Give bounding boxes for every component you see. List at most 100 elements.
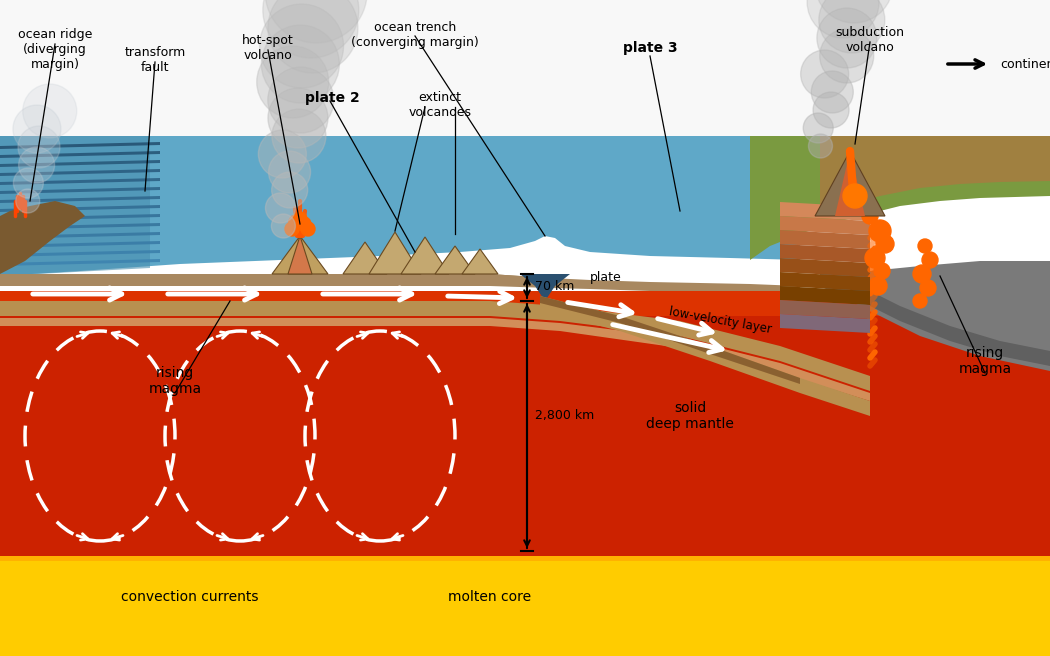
Text: low-velocity layer: low-velocity layer [668,306,773,337]
Circle shape [914,265,931,283]
Polygon shape [780,244,870,263]
Text: convection currents: convection currents [121,590,258,604]
Text: 70 km: 70 km [536,279,574,293]
Polygon shape [369,232,421,274]
Bar [0,541,1050,561]
Circle shape [18,126,60,168]
Polygon shape [288,236,312,274]
Circle shape [801,50,848,98]
Circle shape [920,280,936,296]
Circle shape [874,263,890,279]
Polygon shape [780,258,870,277]
Polygon shape [0,151,160,158]
Circle shape [843,184,867,208]
Circle shape [14,168,43,198]
Polygon shape [0,136,800,276]
Circle shape [19,147,55,183]
Circle shape [13,105,61,153]
Circle shape [289,215,303,229]
Circle shape [815,0,892,23]
Polygon shape [462,249,498,274]
Circle shape [297,217,311,231]
Polygon shape [0,136,150,276]
Circle shape [865,248,885,268]
Circle shape [812,71,854,113]
Text: solid
deep mantle: solid deep mantle [646,401,734,431]
Text: rising
magma: rising magma [148,366,202,396]
Polygon shape [820,136,1050,216]
Text: hot-spot
volcano: hot-spot volcano [243,34,294,62]
Circle shape [869,277,887,295]
Polygon shape [540,296,870,416]
Text: plate 3: plate 3 [623,41,677,55]
Polygon shape [435,246,475,274]
Circle shape [272,172,308,208]
Polygon shape [780,216,870,235]
Polygon shape [780,272,870,291]
Text: rising
magma: rising magma [959,346,1011,376]
Polygon shape [343,242,387,274]
Circle shape [269,151,311,193]
Polygon shape [520,274,570,301]
Polygon shape [0,318,870,401]
Text: plate 2: plate 2 [304,91,360,105]
Polygon shape [0,214,160,221]
Text: 2,800 km: 2,800 km [536,409,594,422]
Circle shape [23,84,77,138]
Bar [0,0,1050,136]
Circle shape [293,212,307,226]
Polygon shape [0,259,160,266]
Polygon shape [0,205,160,212]
Polygon shape [0,178,160,185]
Circle shape [869,220,891,242]
Polygon shape [0,160,160,167]
Circle shape [285,222,299,236]
Circle shape [16,189,40,213]
Polygon shape [0,250,160,257]
Circle shape [257,46,329,118]
Circle shape [820,29,874,83]
Circle shape [862,208,878,224]
Polygon shape [0,301,870,391]
Circle shape [258,130,307,178]
Polygon shape [750,136,1050,260]
Polygon shape [780,314,870,333]
Polygon shape [540,296,800,384]
Circle shape [922,252,938,268]
Polygon shape [0,274,550,286]
Bar [0,551,1050,656]
Polygon shape [0,232,160,239]
Polygon shape [0,196,160,203]
Polygon shape [0,274,800,291]
Polygon shape [815,151,885,216]
Polygon shape [780,202,870,221]
Circle shape [819,0,885,53]
Polygon shape [272,236,328,274]
Text: ocean trench
(converging margin): ocean trench (converging margin) [351,21,479,49]
Circle shape [301,222,315,236]
Polygon shape [0,169,160,176]
Circle shape [271,214,295,238]
Text: plate: plate [590,272,622,285]
Text: subduction
volcano: subduction volcano [836,26,904,54]
Text: continent: continent [1000,58,1050,70]
Polygon shape [820,261,1050,371]
Polygon shape [835,151,865,216]
Polygon shape [850,281,1050,366]
Circle shape [261,25,339,103]
Circle shape [266,193,295,223]
Bar [0,291,1050,316]
Polygon shape [0,187,160,194]
Circle shape [807,0,879,38]
Bar [0,296,1050,556]
Polygon shape [780,300,870,319]
Text: ocean ridge
(diverging
margin): ocean ridge (diverging margin) [18,28,92,71]
Polygon shape [0,201,85,274]
Text: transform
fault: transform fault [124,46,186,74]
Circle shape [914,294,927,308]
Polygon shape [401,237,449,274]
Polygon shape [0,142,160,149]
Circle shape [803,113,834,143]
Circle shape [268,67,334,133]
Circle shape [813,92,849,128]
